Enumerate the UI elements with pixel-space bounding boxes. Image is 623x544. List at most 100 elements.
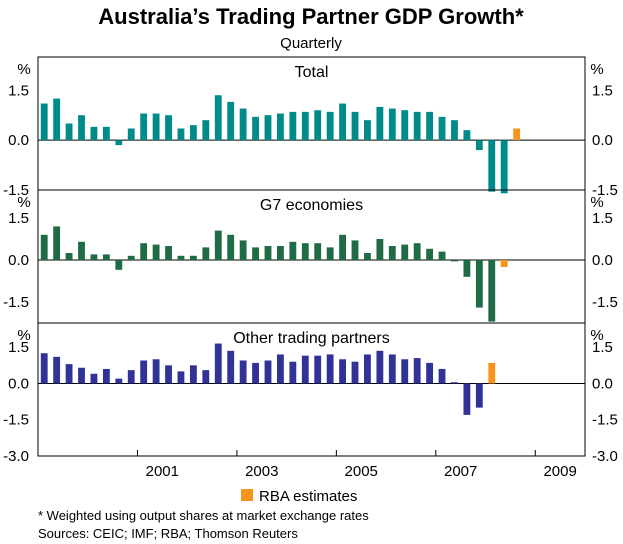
bar: [401, 110, 409, 141]
bar: [177, 371, 185, 384]
y-tick-label-left: 0.0: [8, 375, 29, 392]
bar: [127, 255, 135, 260]
y-tick-label-left: 0.0: [8, 252, 29, 269]
sources: Sources: CEIC; IMF; RBA; Thomson Reuters: [38, 526, 298, 541]
x-tick-label: 2003: [245, 463, 278, 480]
bar: [90, 254, 98, 260]
bar: [438, 116, 446, 141]
bar: [102, 368, 110, 384]
bar: [475, 260, 483, 308]
y-tick-label-right: 0.0: [592, 252, 613, 269]
bar: [165, 115, 172, 141]
bar: [152, 244, 160, 260]
bar: [53, 356, 61, 384]
bar: [277, 113, 284, 141]
y-unit-right: %: [590, 327, 603, 344]
legend-swatch: [241, 489, 253, 501]
bar: [401, 359, 409, 384]
bar: [289, 361, 297, 384]
bar: [202, 370, 210, 384]
bar: [463, 130, 471, 141]
bar: [102, 126, 110, 141]
bar: [289, 111, 297, 141]
bar: [214, 230, 222, 260]
y-tick-label-right: -1.5: [592, 182, 618, 199]
bar: [264, 360, 272, 384]
bar: [314, 110, 322, 141]
bar: [115, 378, 123, 384]
bar: [451, 382, 458, 384]
x-tick-label: 2009: [543, 463, 576, 480]
bar: [189, 255, 197, 260]
y-tick-label-left: -1.5: [3, 412, 29, 429]
bar: [189, 365, 197, 384]
y-unit-right: %: [590, 194, 603, 211]
bar: [264, 115, 272, 141]
bar: [252, 116, 259, 141]
legend-label: RBA estimates: [259, 488, 357, 505]
bar: [177, 128, 185, 141]
panel-title: Other trading partners: [233, 330, 390, 347]
bar: [177, 255, 185, 260]
bar: [214, 95, 222, 141]
panel-0: Total% % 1.5 1.5 0.0 0.0 -1.5 -1.5: [3, 61, 618, 199]
bar: [239, 240, 247, 260]
bar: [413, 358, 421, 384]
bar: [152, 113, 160, 141]
y-tick-label-right: 1.5: [592, 339, 613, 356]
bar: [165, 365, 172, 384]
y-tick-label-right: -1.5: [592, 294, 618, 311]
bar: [53, 98, 61, 141]
bar: [388, 354, 396, 384]
bar: [488, 260, 496, 322]
y-tick-label-left: 1.5: [8, 210, 29, 227]
footnote: * Weighted using output shares at market…: [38, 508, 369, 523]
y-tick-label-left: 1.5: [8, 82, 29, 99]
bar: [65, 123, 73, 141]
bar: [90, 373, 98, 384]
y-unit-left: %: [17, 61, 30, 78]
bar: [475, 140, 483, 151]
bar: [102, 254, 110, 260]
bar: [351, 361, 359, 384]
bar: [376, 106, 384, 141]
bar: [115, 260, 123, 270]
bar: [53, 226, 61, 260]
bar: [40, 353, 48, 384]
bar: [438, 368, 446, 384]
bar: [364, 120, 371, 141]
bar: [264, 246, 272, 260]
panel-1: G7 economies% %1.5 1.50.0 0.0-1.5 -1.5: [3, 189, 618, 322]
bar: [426, 111, 434, 141]
panel-2: Other trading partners% %1.5 1.50.0 0.0-1.5…: [3, 322, 618, 465]
bar: [376, 239, 384, 260]
bar: [438, 251, 446, 260]
bar: [40, 103, 48, 141]
bar: [301, 355, 309, 384]
bar: [314, 243, 322, 260]
bar: [227, 101, 235, 141]
bar: [351, 240, 359, 260]
bar: [451, 260, 458, 262]
bar: [339, 359, 346, 384]
bar: [202, 247, 210, 260]
bar: [78, 241, 85, 260]
bar: [65, 364, 73, 384]
chart-title: Australia’s Trading Partner GDP Growth*: [98, 4, 524, 29]
bar: [500, 260, 508, 267]
y-tick-label-right: 0.0: [592, 375, 613, 392]
bar: [339, 103, 346, 141]
bar: [314, 355, 322, 384]
bar: [388, 108, 396, 141]
bar: [463, 260, 471, 277]
bar: [513, 128, 521, 141]
panel-title: Total: [295, 64, 329, 81]
bar: [364, 253, 371, 260]
bar: [488, 140, 496, 192]
bar: [252, 362, 259, 384]
bar: [301, 111, 309, 141]
bar: [140, 360, 148, 384]
bar: [227, 234, 235, 260]
bar: [78, 367, 85, 384]
bar: [326, 354, 334, 384]
